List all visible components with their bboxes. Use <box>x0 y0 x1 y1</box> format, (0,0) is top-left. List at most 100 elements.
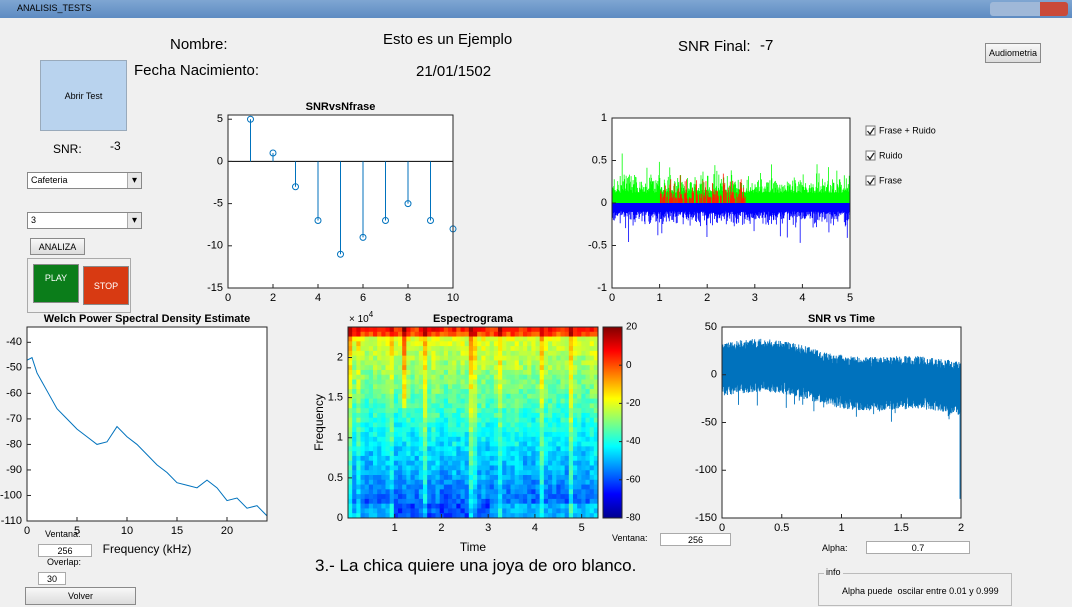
spectrogram-cell <box>544 408 549 413</box>
spectrogram-cell <box>527 380 532 385</box>
spectrogram-cell <box>352 451 357 456</box>
spectrogram-cell <box>356 356 361 361</box>
spectrogram-cell <box>469 351 474 356</box>
spectrogram-cell <box>365 380 370 385</box>
spectrogram-cell <box>448 394 453 399</box>
spectrogram-cell <box>402 356 407 361</box>
spectrogram-cell <box>469 399 474 404</box>
y-tick-label: 2 <box>337 351 343 363</box>
spectrogram-cell <box>502 332 507 337</box>
spectrogram-cell <box>586 432 591 437</box>
spectrogram-cell <box>381 351 386 356</box>
y-tick-label: -50 <box>701 416 717 428</box>
spectrogram-cell <box>536 427 541 432</box>
spectrogram-cell <box>398 427 403 432</box>
spectrogram-cell <box>527 456 532 461</box>
spectrogram-cell <box>448 341 453 346</box>
spectrogram-cell <box>531 370 536 375</box>
spectrogram-cell <box>523 485 528 490</box>
spectrogram-cell <box>456 394 461 399</box>
spectrogram-cell <box>590 399 595 404</box>
spectrogram-cell <box>373 380 378 385</box>
spectrogram-cell <box>390 446 395 451</box>
spectrogram-cell <box>356 384 361 389</box>
spectrogram-cell <box>544 341 549 346</box>
spectrogram-cell <box>544 360 549 365</box>
spectrogram-cell <box>565 504 570 509</box>
spectrogram-cell <box>527 356 532 361</box>
spectrogram-cell <box>561 327 566 332</box>
spectrogram-cell <box>398 351 403 356</box>
spectrogram-cell <box>381 389 386 394</box>
spectrogram-cell <box>581 465 586 470</box>
spectrogram-cell <box>411 375 416 380</box>
spectrogram-cell <box>452 485 457 490</box>
spectrogram-cell <box>548 389 553 394</box>
spectrogram-cell <box>406 485 411 490</box>
spectrogram-cell <box>481 346 486 351</box>
spectrogram-cell <box>390 489 395 494</box>
spectrogram-cell <box>419 465 424 470</box>
spectrogram-cell <box>569 332 574 337</box>
spectrogram-cell <box>581 413 586 418</box>
spectrogram-cell <box>544 351 549 356</box>
spectrogram-cell <box>436 427 441 432</box>
x-tick-label: 2 <box>958 522 964 534</box>
spectrogram-cell <box>452 365 457 370</box>
spectrogram-cell <box>515 494 520 499</box>
spectrogram-cell <box>406 470 411 475</box>
spectrogram-cell <box>481 370 486 375</box>
spectrogram-cell <box>431 508 436 513</box>
spectrogram-cell <box>515 380 520 385</box>
spectrogram-cell <box>481 418 486 423</box>
spectrogram-cell <box>481 332 486 337</box>
spectrogram-cell <box>402 327 407 332</box>
spectrogram-cell <box>473 427 478 432</box>
spectrogram-cell <box>361 470 366 475</box>
spectrogram-cell <box>431 380 436 385</box>
spectrogram-cell <box>444 461 449 466</box>
spectrogram-cell <box>565 485 570 490</box>
spectrogram-cell <box>540 360 545 365</box>
spectrogram-cell <box>477 327 482 332</box>
spectrogram-cell <box>494 423 499 428</box>
spectrogram-cell <box>502 399 507 404</box>
spectrogram-cell <box>552 508 557 513</box>
spectrogram-cell <box>586 485 591 490</box>
spectrogram-cell <box>352 446 357 451</box>
spectrogram-cell <box>431 442 436 447</box>
spectrogram-cell <box>402 508 407 513</box>
spectrogram-cell <box>373 437 378 442</box>
spectrogram-cell <box>548 461 553 466</box>
spectrogram-cell <box>581 346 586 351</box>
spectrogram-cell <box>494 360 499 365</box>
spectrogram-cell <box>394 370 399 375</box>
spectrogram-cell <box>527 461 532 466</box>
spectrogram-cell <box>406 427 411 432</box>
spectrogram-cell <box>481 465 486 470</box>
spectrogram-cell <box>402 403 407 408</box>
spectrogram-cell <box>361 446 366 451</box>
spectrogram-cell <box>586 365 591 370</box>
spectrogram-cell <box>386 413 391 418</box>
spectrogram-cell <box>465 370 470 375</box>
spectrogram-cell <box>494 480 499 485</box>
spectrogram-cell <box>502 489 507 494</box>
spectrogram-cell <box>494 442 499 447</box>
spectrogram-cell <box>415 332 420 337</box>
spectrogram-cell <box>444 418 449 423</box>
spectrogram-cell <box>540 327 545 332</box>
spectrogram-cell <box>444 508 449 513</box>
spectrogram-cell <box>540 365 545 370</box>
spectrogram-cell <box>544 384 549 389</box>
spectrogram-cell <box>356 365 361 370</box>
spectrogram-cell <box>386 399 391 404</box>
spectrogram-cell <box>590 418 595 423</box>
spectrogram-cell <box>561 399 566 404</box>
spectrogram-cell <box>469 365 474 370</box>
spectrogram-cell <box>461 461 466 466</box>
spectrogram-cell <box>402 456 407 461</box>
spectrogram-cell <box>519 370 524 375</box>
spectrogram-cell <box>481 485 486 490</box>
spectrogram-cell <box>452 332 457 337</box>
